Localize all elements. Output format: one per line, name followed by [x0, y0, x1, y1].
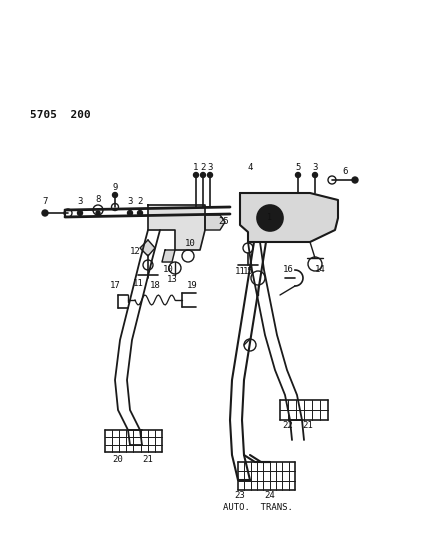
Text: 22: 22 — [282, 422, 293, 431]
Text: 20: 20 — [113, 456, 123, 464]
Text: 19: 19 — [187, 280, 197, 289]
Text: 24: 24 — [265, 491, 275, 500]
Circle shape — [113, 192, 118, 198]
Text: 9: 9 — [112, 183, 118, 192]
Text: 18: 18 — [150, 280, 160, 289]
Circle shape — [128, 211, 133, 215]
Polygon shape — [140, 240, 155, 256]
Text: 3: 3 — [312, 164, 318, 173]
Text: 1: 1 — [193, 164, 199, 173]
Text: 7: 7 — [42, 198, 48, 206]
Text: 3: 3 — [127, 198, 133, 206]
Text: 14: 14 — [315, 265, 325, 274]
Text: 16: 16 — [282, 265, 293, 274]
Circle shape — [42, 210, 48, 216]
Text: 21: 21 — [303, 422, 313, 431]
Text: 10: 10 — [163, 265, 173, 274]
Text: 3: 3 — [207, 164, 213, 173]
Polygon shape — [240, 193, 338, 242]
Polygon shape — [205, 215, 225, 230]
Circle shape — [257, 205, 283, 231]
Circle shape — [96, 211, 100, 215]
Text: 15: 15 — [243, 268, 253, 277]
Circle shape — [352, 177, 358, 183]
Circle shape — [77, 211, 83, 215]
Text: 13: 13 — [166, 276, 177, 285]
Text: 5: 5 — [295, 164, 301, 173]
Text: 10: 10 — [184, 239, 195, 248]
Text: 12: 12 — [130, 247, 140, 256]
Text: 11: 11 — [235, 268, 245, 277]
Text: 25: 25 — [219, 217, 229, 227]
Text: 17: 17 — [110, 281, 120, 290]
Text: 4: 4 — [247, 163, 253, 172]
Circle shape — [200, 173, 205, 177]
Text: 21: 21 — [143, 456, 153, 464]
Circle shape — [193, 173, 199, 177]
Circle shape — [295, 173, 300, 177]
Text: 2: 2 — [200, 164, 206, 173]
Polygon shape — [148, 205, 205, 250]
Text: 5705  200: 5705 200 — [30, 110, 91, 120]
Circle shape — [312, 173, 318, 177]
Text: 8: 8 — [95, 196, 101, 205]
Circle shape — [137, 211, 143, 215]
Text: 23: 23 — [235, 491, 245, 500]
Polygon shape — [162, 250, 175, 262]
Circle shape — [208, 173, 212, 177]
Text: 3: 3 — [77, 198, 83, 206]
Text: 6: 6 — [342, 167, 348, 176]
Text: 11: 11 — [133, 279, 143, 287]
Text: 2: 2 — [137, 198, 143, 206]
Text: 1: 1 — [268, 214, 273, 222]
Text: AUTO.  TRANS.: AUTO. TRANS. — [223, 504, 293, 513]
